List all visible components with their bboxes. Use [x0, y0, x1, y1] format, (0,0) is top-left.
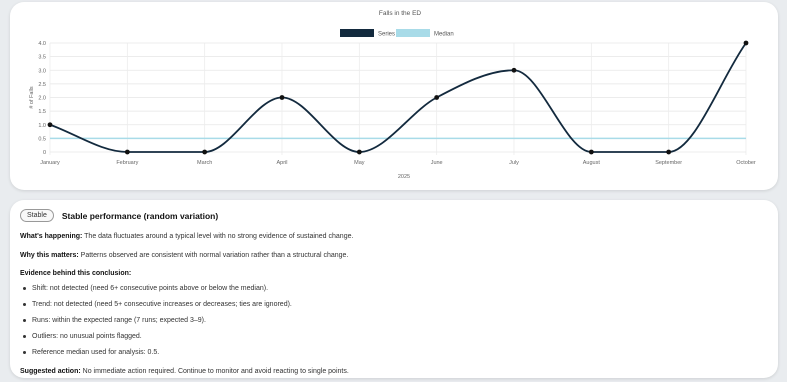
status-badge: Stable [20, 209, 54, 222]
x-tick-label: February [116, 160, 138, 166]
x-tick-label: August [583, 160, 601, 166]
line-chart: Falls in the ED Series Median 0 0.5 1.0 1.5 2.0… [29, 10, 756, 180]
evidence-item-median: Reference median used for analysis: 0.5. [20, 348, 768, 357]
y-axis-label: # of Falls [29, 86, 35, 109]
data-point [666, 149, 672, 155]
y-tick-label: 0.5 [38, 136, 46, 142]
data-point [588, 149, 594, 155]
series-line [49, 42, 747, 153]
data-point [511, 67, 517, 73]
legend-label-median: Median [434, 32, 454, 38]
x-tick-label: June [431, 160, 443, 166]
x-tick-label: October [736, 160, 756, 166]
data-point [743, 40, 749, 46]
whats-happening-label: What's happening: [20, 233, 83, 240]
y-tick-label: 2.5 [38, 82, 46, 88]
evidence-item-outliers: Outliers: no unusual points flagged. [20, 332, 768, 341]
evidence-item-runs: Runs: within the expected range (7 runs;… [20, 316, 768, 325]
suggested-action-label: Suggested action: [20, 368, 81, 375]
data-point [202, 149, 208, 155]
summary-card: Stable Stable performance (random variat… [10, 200, 778, 378]
summary-header: Stable Stable performance (random variat… [20, 209, 768, 222]
x-tick-label: May [354, 160, 365, 166]
suggested-action-text: No immediate action required. Continue t… [80, 368, 349, 375]
x-tick-label: March [197, 160, 212, 166]
why-it-matters-label: Why this matters: [20, 252, 79, 259]
legend-label-series: Series [378, 32, 395, 38]
x-tick-label: July [509, 160, 519, 166]
data-point [356, 149, 362, 155]
why-it-matters-text: Patterns observed are consistent with no… [78, 252, 349, 259]
data-point [47, 122, 53, 128]
y-tick-label: 0 [43, 150, 46, 156]
whats-happening: What's happening: The data fluctuates ar… [20, 232, 768, 241]
data-point [124, 149, 130, 155]
y-tick-label: 1.0 [38, 123, 46, 129]
why-it-matters: Why this matters: Patterns observed are … [20, 251, 768, 260]
y-tick-label: 3.0 [38, 68, 46, 74]
y-tick-label: 1.5 [38, 109, 46, 115]
evidence-title: Evidence behind this conclusion: [20, 270, 132, 277]
suggested-action: Suggested action: No immediate action re… [20, 368, 768, 375]
whats-happening-text: The data fluctuates around a typical lev… [82, 233, 354, 240]
evidence-item-shift: Shift: not detected (need 6+ consecutive… [20, 284, 768, 293]
legend-swatch-median [396, 29, 430, 37]
summary-headline: Stable performance (random variation) [61, 210, 219, 221]
chart-card: Falls in the ED Series Median 0 0.5 1.0 1.5 2.0… [10, 2, 778, 190]
data-point [434, 95, 440, 100]
legend-swatch-series [340, 29, 374, 37]
x-axis-label: 2025 [398, 174, 410, 180]
data-point [279, 95, 285, 100]
x-tick-label: January [40, 160, 60, 166]
evidence-list: Shift: not detected (need 6+ consecutive… [20, 284, 768, 357]
chart-title: Falls in the ED [379, 10, 422, 17]
evidence-item-trend: Trend: not detected (need 5+ consecutive… [20, 300, 768, 309]
x-tick-label: April [276, 160, 287, 166]
y-tick-label: 3.5 [38, 55, 46, 61]
x-tick-label: September [655, 160, 682, 166]
y-tick-label: 2.0 [38, 96, 46, 102]
y-tick-label: 4.0 [38, 41, 46, 47]
